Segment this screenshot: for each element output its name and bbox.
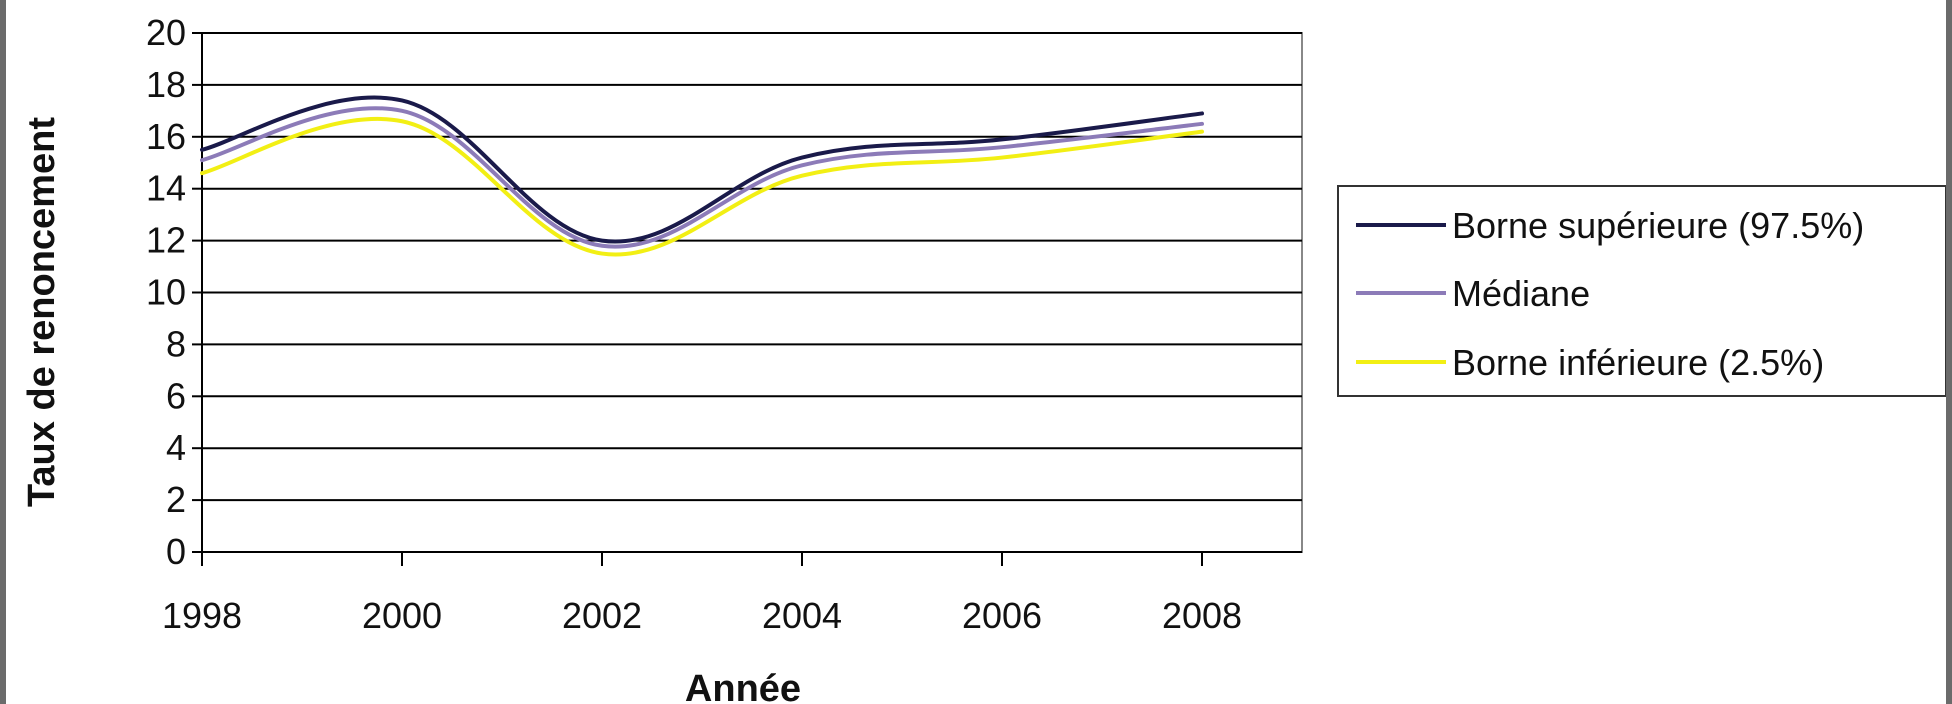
series-line <box>200 106 1204 249</box>
y-tick-label: 0 <box>166 531 186 572</box>
x-tick-label: 2006 <box>962 595 1042 636</box>
legend-label: Borne supérieure (97.5%) <box>1452 205 1864 246</box>
y-axis: 0 2 4 6 8 10 12 14 16 18 20 <box>146 12 203 572</box>
y-tick-label: 20 <box>146 12 186 53</box>
x-tick-label: 2004 <box>762 595 842 636</box>
y-tick-label: 8 <box>166 323 186 364</box>
x-tick-label: 2008 <box>1162 595 1242 636</box>
y-tick-label: 10 <box>146 272 186 313</box>
series-line <box>200 95 1204 244</box>
chart-frame: 0 2 4 6 8 10 12 14 16 18 20 1998 2000 2002 2004 2006 20… <box>6 0 1946 704</box>
legend-items: Borne supérieure (97.5%) Médiane Borne inf… <box>1356 205 1864 383</box>
x-tick-label: 2002 <box>562 595 642 636</box>
x-axis: 1998 2000 2002 2004 2006 2008 <box>162 551 1302 636</box>
line-chart: 0 2 4 6 8 10 12 14 16 18 20 1998 2000 2002 2004 2006 20… <box>21 12 1946 704</box>
y-tick-label: 12 <box>146 220 186 261</box>
legend-label: Médiane <box>1452 273 1590 314</box>
legend: Borne supérieure (97.5%) Médiane Borne inf… <box>1337 185 1946 397</box>
y-tick-label: 4 <box>166 427 186 468</box>
series-line <box>200 116 1204 257</box>
y-tick-label: 16 <box>146 116 186 157</box>
y-tick-label: 6 <box>166 375 186 416</box>
x-tick-label: 1998 <box>162 595 242 636</box>
series-lines <box>200 95 1204 257</box>
y-tick-label: 14 <box>146 168 186 209</box>
x-tick-label: 2000 <box>362 595 442 636</box>
x-axis-title: Année <box>685 668 801 704</box>
y-tick-label: 18 <box>146 64 186 105</box>
y-tick-label: 2 <box>166 479 186 520</box>
y-axis-title: Taux de renoncement <box>21 117 63 507</box>
legend-label: Borne inférieure (2.5%) <box>1452 342 1824 383</box>
